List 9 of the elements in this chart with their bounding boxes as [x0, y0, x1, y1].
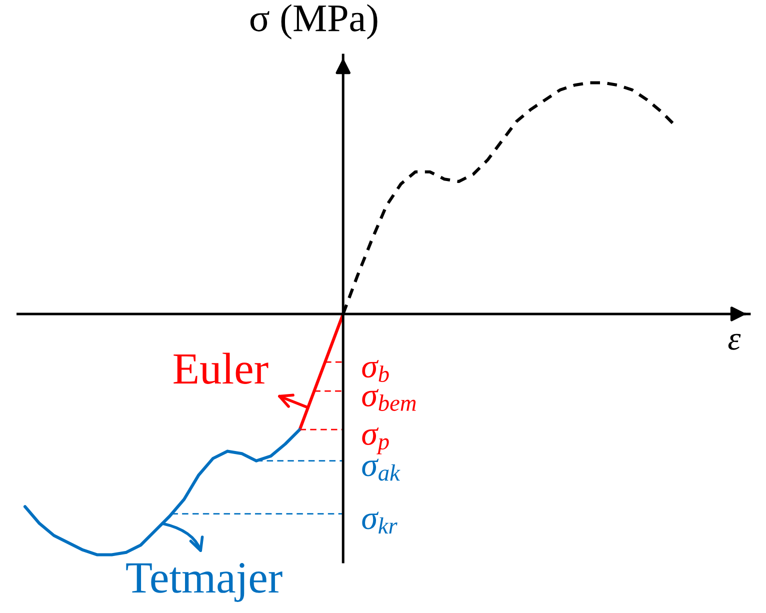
series-label: Euler [174, 352, 268, 384]
ref-line-label: σ$_{ak}$ [362, 458, 400, 481]
ref-line-label: σ$_{p}$ [362, 427, 389, 454]
ref-line-label: σ$_{b}$ [362, 360, 389, 382]
series-label: Tetmajer [126, 563, 282, 602]
ref-line-label: σ$_{kr}$ [362, 512, 398, 534]
ref-line-label: σ$_{bem}$ [362, 388, 416, 411]
x-axis-title: ε [728, 334, 741, 350]
y-axis-title: σ (MPa) [250, 4, 378, 40]
